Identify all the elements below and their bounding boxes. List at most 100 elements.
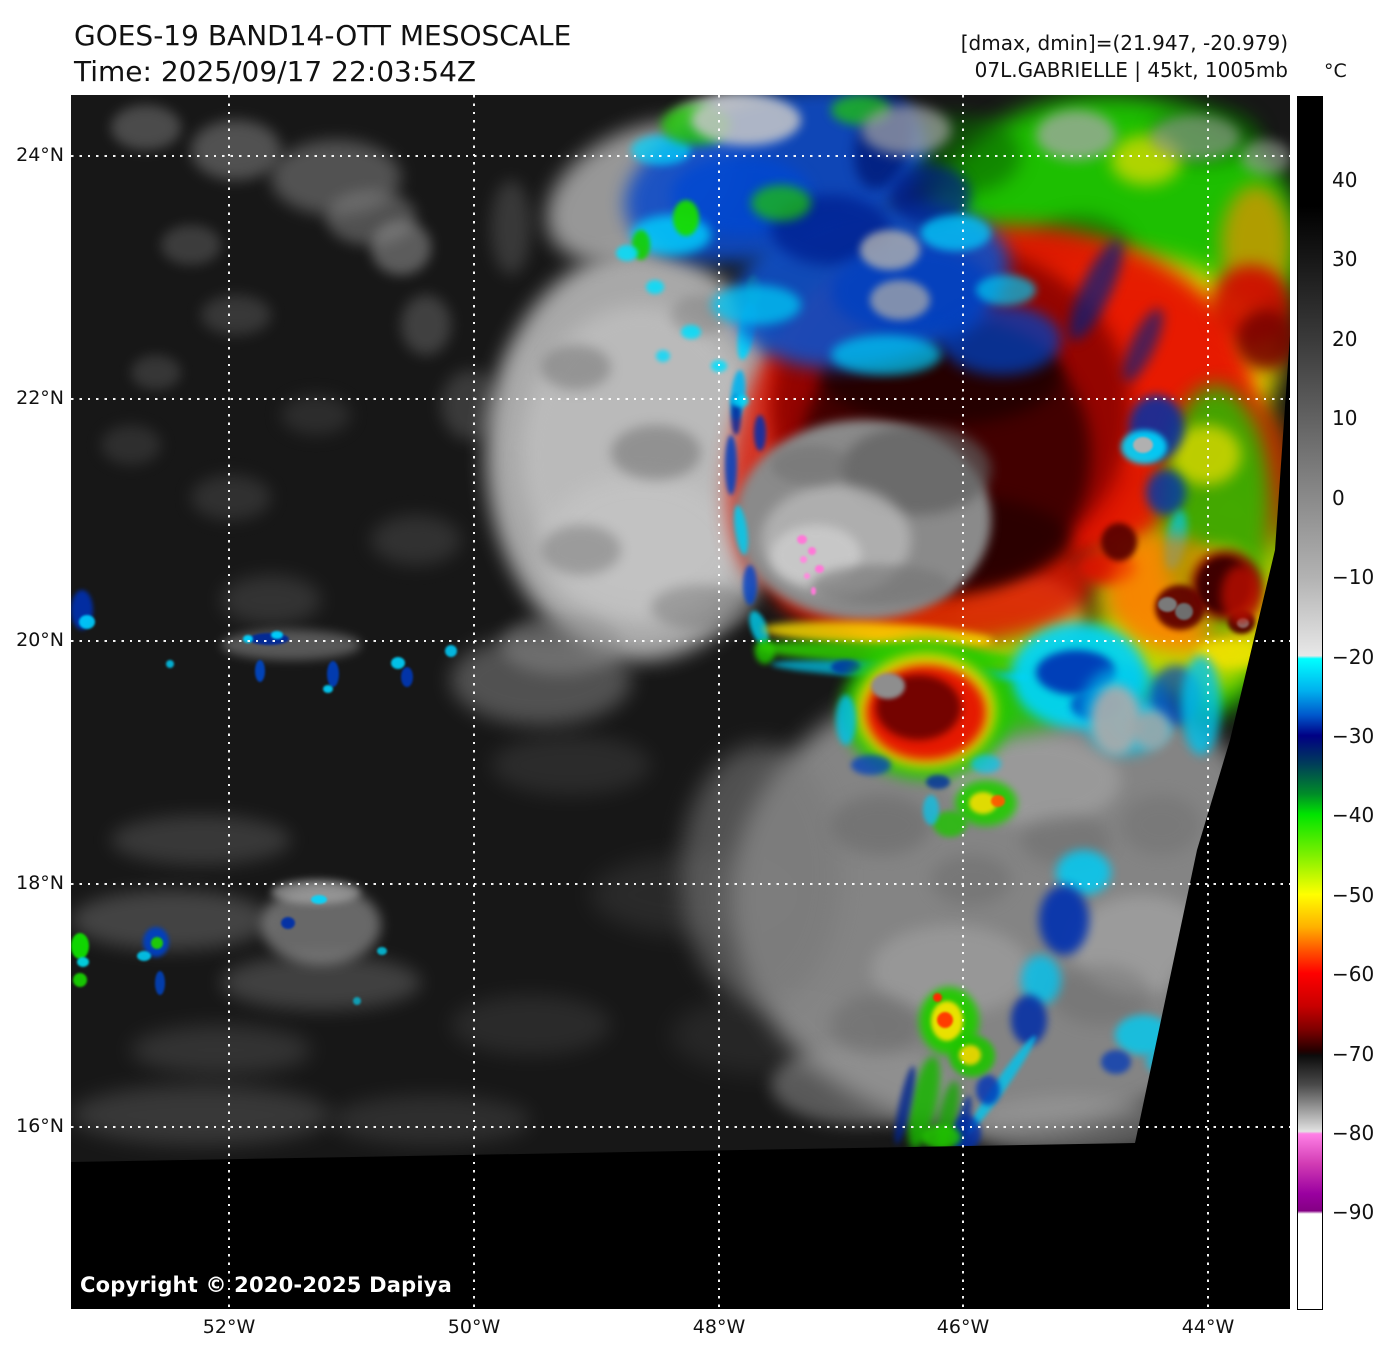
cloud-blob [541,345,611,390]
cloud-blob [391,657,405,669]
cloud-blob [281,395,351,435]
cloud-blob [797,535,807,544]
cloud-blob [155,971,165,995]
cloud-blob [1236,310,1290,370]
colorbar-tick-label: −80 [1332,1121,1375,1145]
cloud-blob [751,185,811,221]
cloud-blob [933,811,967,837]
cloud-blob [327,661,339,687]
cloud-blob [771,445,851,485]
cloud-blob [79,615,95,629]
cloud-blob [1146,470,1186,515]
cloud-blob [191,475,271,520]
cloud-blob [323,685,333,693]
cloud-blob [691,95,801,145]
cloud-blob [71,933,89,959]
cloud-blob [1039,885,1089,955]
cloud-blob [137,951,151,961]
cloud-blob [131,1025,311,1075]
cloud-blob [836,695,856,745]
cloud-blob [371,515,461,565]
cloud-blob [1036,110,1116,160]
cloud-blob [808,547,816,555]
cloud-blob [976,275,1036,305]
cloud-blob [445,645,457,657]
colorbar-tick-label: 30 [1332,247,1358,271]
gridline-vertical [718,95,721,1309]
cloud-blob [804,573,810,579]
cloud-blob [831,995,921,1055]
cloud-blob [1121,795,1201,855]
latlon-grid-layer [71,95,1290,1309]
lon-tick-label: 46°W [936,1316,990,1338]
cloud-blob [311,895,327,904]
cloud-blob [243,635,253,643]
gridline-vertical [962,95,965,1309]
cloud-blob [161,225,221,265]
cloud-blob [377,947,387,955]
cloud-blob [73,973,87,987]
cloud-blob [1101,523,1137,561]
info-block: [dmax, dmin]=(21.947, -20.979) 07L.GABRI… [961,30,1288,84]
cloud-blob [941,305,1061,375]
cloud-blob [1158,597,1177,612]
product-title: GOES-19 BAND14-OTT MESOSCALE [74,19,572,52]
cloud-blob [969,792,997,814]
gridline-vertical [228,95,231,1309]
cloud-blob [541,475,741,625]
cloud-blob [101,425,161,465]
cloud-blob [923,795,939,825]
cloud-blob [1181,655,1221,755]
temperature-colorbar [1297,96,1323,1310]
cloud-blob [681,745,841,1005]
title-block: GOES-19 BAND14-OTT MESOSCALE Time: 2025/… [74,18,571,90]
cloud-blob [743,565,757,605]
cloud-blob [255,660,265,682]
cloud-blob [926,775,950,789]
cloud-blob [191,120,281,180]
lon-tick-label: 44°W [1181,1316,1235,1338]
cloud-blob [151,937,163,949]
colorbar-tick-label: −40 [1332,803,1375,827]
cloud-blob [831,335,941,375]
cloud-blob [1241,140,1290,175]
lat-tick-label: 22°N [16,387,64,409]
copyright-text: Copyright © 2020-2025 Dapiya [80,1273,452,1297]
gridline-horizontal [71,640,1290,643]
cloud-blob [731,395,741,435]
cloud-blob [1131,710,1171,750]
cloud-blob [931,855,1011,905]
lat-tick-label: 24°N [16,144,64,166]
cloud-blob [673,200,699,236]
lon-tick-label: 50°W [447,1316,501,1338]
gridline-horizontal [71,883,1290,886]
cloud-blob [851,755,891,775]
cloud-blob [1221,565,1261,625]
cloud-blob [1150,115,1240,160]
gridline-horizontal [71,155,1290,158]
cloud-blob [77,957,89,967]
lat-tick-label: 18°N [16,872,64,894]
cloud-blob [651,585,751,630]
cloud-blob [501,615,621,675]
cloud-blob [800,556,807,563]
cloud-blob [451,995,611,1055]
cloud-blob [611,425,701,480]
cloud-blob [1175,603,1193,620]
cloud-blob [815,565,824,573]
cloud-blob [921,215,991,251]
cloud-blob [681,325,701,339]
colorbar-tick-label: 20 [1332,327,1358,351]
cloud-blob [976,1075,1000,1105]
colorbar-tick-label: −20 [1332,645,1375,669]
colorbar-tick-label: −50 [1332,883,1375,907]
lon-tick-label: 52°W [202,1316,256,1338]
cloud-blob [971,755,1001,773]
cloud-blob [937,1012,953,1028]
gridline-vertical [1207,95,1210,1309]
cloud-blob [281,917,295,929]
cloud-blob [71,1085,331,1145]
cloud-blob [371,220,431,275]
cloud-blob [541,525,621,575]
